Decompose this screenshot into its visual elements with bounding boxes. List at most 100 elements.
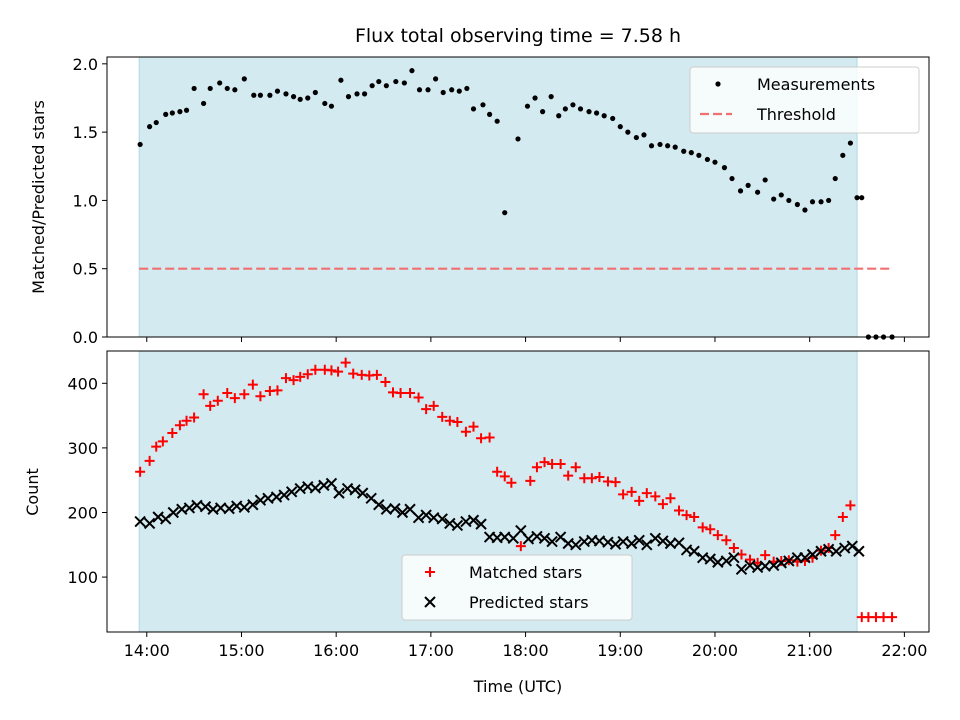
matched-star-point: [167, 428, 178, 439]
matched-star-point: [830, 530, 841, 541]
matched-star-point: [151, 441, 162, 452]
x-axis-label: Time (UTC): [473, 677, 562, 696]
predicted-star-point: [349, 484, 361, 496]
predicted-star-point: [633, 534, 645, 546]
measurement-point: [328, 103, 335, 109]
predicted-star-point: [475, 518, 487, 530]
measurement-point: [191, 85, 197, 92]
predicted-star-point: [735, 563, 748, 576]
predicted-star-point: [688, 545, 700, 557]
matched-star-point: [650, 491, 661, 502]
measurement-point: [486, 111, 493, 117]
measurement-point: [163, 111, 169, 117]
predicted-star-point: [333, 487, 345, 499]
matched-star-point: [395, 387, 406, 398]
predicted-star-point: [278, 489, 290, 501]
measurement-point: [433, 76, 439, 82]
matched-star-point: [610, 477, 621, 488]
matched-star-point: [887, 612, 898, 623]
axes-frame: [106, 350, 930, 633]
predicted-star-point: [389, 502, 401, 515]
measurement-point: [762, 177, 768, 183]
measurement-point: [826, 197, 832, 204]
ratio-panel: 0.0 0.5 1.0 1.5 2.0 Measurements Threshold: [73, 55, 930, 347]
measurement-point: [322, 100, 328, 107]
predicted-star-point: [134, 515, 146, 528]
matched-star-point: [499, 471, 510, 482]
measurement-point: [480, 102, 486, 108]
x-tick-label: 16:00: [313, 641, 359, 660]
legend-marker-predicted: [424, 596, 436, 608]
matched-star-point: [673, 505, 684, 516]
predicted-star-point: [356, 487, 369, 499]
measurement-point: [540, 109, 546, 115]
matched-star-point: [476, 433, 487, 444]
predicted-star-point: [783, 555, 795, 567]
matched-star-point: [594, 471, 605, 482]
y-tick-label: 300: [67, 439, 98, 458]
measurement-point: [297, 96, 303, 102]
matched-star-point: [506, 477, 517, 488]
measurement-point: [729, 175, 735, 182]
matched-star-point: [878, 612, 889, 623]
matched-star-point: [295, 371, 306, 382]
measurement-point: [577, 106, 584, 112]
measurement-point: [809, 199, 816, 205]
measurement-point: [464, 85, 470, 92]
measurement-point: [200, 100, 207, 107]
matched-star-point: [239, 389, 250, 400]
x-tick-label: 15:00: [218, 641, 264, 660]
y-tick-label: 2.0: [73, 55, 98, 74]
predicted-star-point: [720, 555, 733, 567]
y-tick-label: 400: [67, 374, 98, 393]
predicted-star-point: [238, 501, 251, 514]
measurement-point: [648, 143, 655, 149]
measurement-point: [854, 195, 860, 201]
predicted-star-point: [625, 537, 638, 550]
predicted-star-point: [830, 545, 842, 557]
predicted-star-point: [223, 502, 235, 515]
predicted-star-point: [325, 477, 338, 490]
measurement-point: [859, 195, 865, 201]
measurement-point: [786, 197, 792, 204]
measurement-point: [369, 83, 375, 89]
matched-star-point: [189, 412, 200, 423]
matched-star-point: [198, 389, 209, 400]
matched-star-point: [555, 459, 566, 470]
predicted-star-point: [846, 540, 859, 552]
measurement-point: [625, 129, 631, 135]
predicted-star-point: [183, 502, 196, 514]
matched-star-point: [760, 550, 771, 561]
measurement-point: [515, 136, 521, 142]
matched-star-point: [515, 541, 526, 552]
measurement-point: [147, 124, 153, 130]
matched-star-point: [444, 415, 455, 426]
measurement-point: [681, 148, 687, 154]
matched-star-point: [697, 522, 708, 533]
matched-star-point: [721, 535, 732, 546]
measurement-point: [383, 83, 389, 89]
legend-marker-matched: [425, 567, 435, 577]
x-tick-label: 20:00: [692, 641, 738, 660]
predicted-star-point: [467, 514, 480, 526]
matched-star-point: [634, 495, 645, 506]
matched-star-point: [570, 462, 581, 473]
legend: Matched stars Predicted stars: [401, 554, 633, 621]
measurement-point: [338, 77, 344, 83]
matched-star-point: [135, 466, 146, 477]
matched-star-point: [428, 400, 439, 411]
measurement-point: [416, 87, 423, 93]
matched-star-point: [586, 473, 597, 484]
legend-box: [689, 66, 920, 134]
x-tick-label: 22:00: [881, 641, 927, 660]
measurement-point: [207, 85, 213, 92]
y-tick-label: 1.5: [73, 123, 98, 142]
measurement-point: [657, 141, 663, 148]
matched-star-point: [247, 379, 258, 390]
matched-star-point: [531, 462, 542, 473]
matched-star-point: [468, 421, 479, 432]
measurement-point: [217, 80, 223, 86]
y-axis-label-ratio: Matched/Predicted stars: [29, 100, 48, 294]
measurement-point: [393, 78, 399, 85]
measurement-point: [401, 80, 407, 86]
